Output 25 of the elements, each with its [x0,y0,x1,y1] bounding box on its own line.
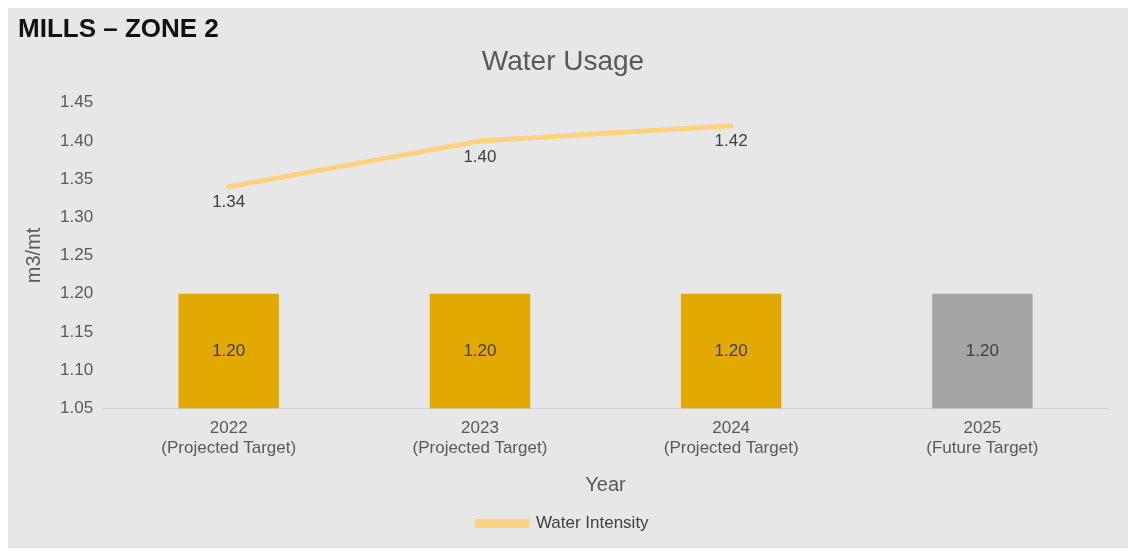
chart-subtitle: Water Usage [481,44,645,76]
y-tick-label: 1.35 [59,168,94,188]
y-tick-label: 1.20 [59,283,94,303]
legend-label: Water Intensity [535,513,650,533]
data-label: 1.34 [212,192,246,212]
x-axis-title: Year [585,472,627,495]
data-label: 1.20 [212,340,246,360]
x-tick-label: 2022 (Projected Target) [161,418,297,458]
data-label: 1.20 [714,340,748,360]
x-tick-label: 2024 (Projected Target) [663,418,799,458]
y-tick-label: 1.45 [59,92,94,112]
y-tick-label: 1.30 [59,207,94,227]
chart-title: MILLS – ZONE 2 [18,12,219,43]
x-tick-label: 2023 (Projected Target) [412,418,548,458]
y-tick-label: 1.05 [59,397,94,417]
data-label: 1.40 [463,146,497,166]
data-label: 1.20 [463,340,497,360]
y-tick-label: 1.10 [59,359,94,379]
y-axis-title: m3/mt [21,227,44,284]
data-label: 1.42 [714,131,748,151]
y-tick-label: 1.40 [59,130,94,150]
y-tick-label: 1.15 [59,321,94,341]
x-tick-label: 2025 (Future Target) [926,418,1039,458]
data-label: 1.20 [965,340,999,360]
y-tick-label: 1.25 [59,245,94,265]
